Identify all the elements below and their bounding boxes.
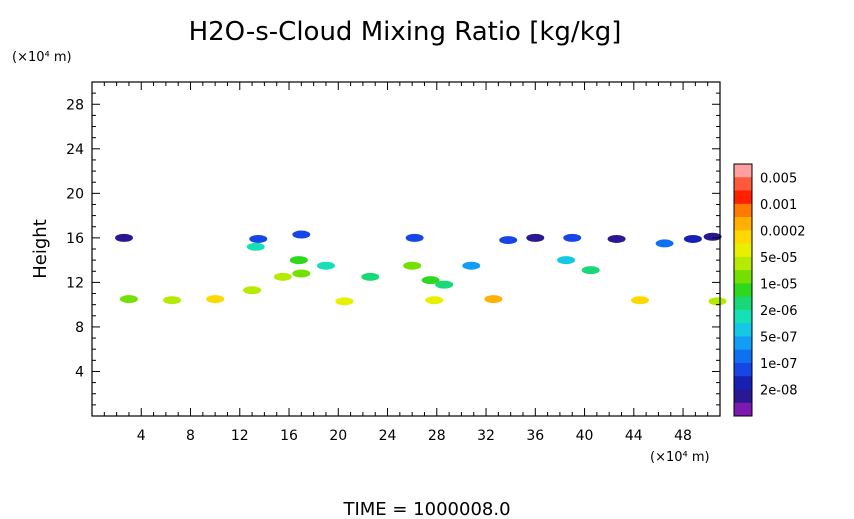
colorbar-label: 5e-07 <box>760 330 798 345</box>
y-tick-label: 8 <box>75 320 84 336</box>
cloud-cell <box>655 239 674 248</box>
x-tick-label: 24 <box>379 428 397 444</box>
colorbar-swatch <box>734 296 752 311</box>
cloud-cell <box>563 233 582 242</box>
cloud-cell <box>335 297 354 306</box>
colorbar-swatch <box>734 190 752 205</box>
cloud-cell <box>249 234 268 243</box>
x-tick-label: 16 <box>280 428 298 444</box>
cloud-cell <box>292 269 311 278</box>
colorbar-swatch <box>734 362 752 377</box>
colorbar-label: 2e-08 <box>760 383 798 398</box>
colorbar-swatch <box>734 283 752 298</box>
colorbar-label: 0.001 <box>760 198 797 213</box>
cloud-cell <box>630 296 649 305</box>
colorbar-swatch <box>734 376 752 390</box>
colorbar-swatch <box>734 243 752 258</box>
colorbar-swatch <box>734 336 752 351</box>
y-axis-label: Height <box>30 219 51 279</box>
cloud-cell <box>499 236 518 245</box>
x-tick-label: 36 <box>526 428 544 444</box>
x-tick-label: 32 <box>477 428 495 444</box>
cloud-cell <box>403 261 422 270</box>
cloud-cell <box>316 261 335 270</box>
x-tick-label: 12 <box>231 428 249 444</box>
cloud-cell <box>405 233 424 242</box>
cloud-cell <box>289 256 308 265</box>
x-tick-label: 48 <box>674 428 692 444</box>
colorbar-swatch <box>734 270 752 284</box>
cloud-cell <box>607 234 626 243</box>
x-unit-label: (×10⁴ m) <box>650 450 710 465</box>
cloud-cell <box>462 261 481 270</box>
colorbar-swatch <box>734 164 752 178</box>
colorbar-swatch <box>734 217 752 231</box>
x-tick-label: 8 <box>186 428 195 444</box>
colorbar-label: 0.005 <box>760 171 797 186</box>
y-tick-label: 28 <box>66 97 84 113</box>
x-tick-label: 4 <box>137 428 146 444</box>
y-tick-label: 4 <box>75 364 84 380</box>
colorbar-label: 0.0002 <box>760 224 806 239</box>
chart-title: H2O-s-Cloud Mixing Ratio [kg/kg] <box>189 17 622 47</box>
cloud-cell <box>292 230 311 239</box>
x-tick-label: 20 <box>329 428 347 444</box>
cloud-cell <box>708 297 727 306</box>
x-tick-label: 28 <box>428 428 446 444</box>
y-tick-label: 12 <box>66 275 84 291</box>
cloud-cell <box>526 233 545 242</box>
cloud-cell <box>425 296 444 305</box>
colorbar-swatch <box>734 389 752 404</box>
colorbar-swatch <box>734 323 752 337</box>
y-unit-label: (×10⁴ m) <box>12 50 72 65</box>
colorbar-swatch <box>734 230 752 245</box>
cloud-cell <box>435 280 454 289</box>
y-tick-label: 16 <box>66 231 84 247</box>
cloud-cell <box>557 256 576 265</box>
x-tick-label: 40 <box>576 428 594 444</box>
colorbar-swatch <box>734 349 752 364</box>
cloud-cell <box>484 295 503 304</box>
colorbar-swatch <box>734 402 752 417</box>
x-tick-label: 44 <box>625 428 643 444</box>
cloud-cell <box>273 272 292 281</box>
plot-frame <box>91 81 721 417</box>
cloud-field <box>115 230 727 306</box>
cloud-cell <box>119 295 138 304</box>
cloud-cell <box>206 295 225 304</box>
colorbar: 0.005 0.001 0.0002 5e-05 1e-05 2e-06 5e-07 1e-0… <box>733 163 806 417</box>
cloud-cell <box>246 242 265 251</box>
colorbar-swatch <box>734 177 752 192</box>
cloud-cell <box>421 276 440 285</box>
cloud-cell <box>243 286 262 295</box>
cloud-cell <box>703 232 722 241</box>
colorbar-label: 2e-06 <box>760 304 798 319</box>
colorbar-frame <box>733 163 753 417</box>
cloud-cell <box>683 234 702 243</box>
cloud-cell <box>163 296 182 305</box>
colorbar-label: 5e-05 <box>760 251 798 266</box>
time-footer: TIME = 1000008.0 <box>342 499 510 519</box>
colorbar-label: 1e-07 <box>760 357 798 372</box>
colorbar-label: 1e-05 <box>760 277 798 292</box>
cloud-cell <box>361 272 380 281</box>
cloud-cell <box>115 233 134 242</box>
y-tick-label: 20 <box>66 186 84 202</box>
cloud-cell <box>581 266 600 275</box>
y-tick-label: 24 <box>66 142 84 158</box>
colorbar-swatch <box>734 203 752 218</box>
colorbar-swatch <box>734 256 752 271</box>
colorbar-swatch <box>734 309 752 324</box>
